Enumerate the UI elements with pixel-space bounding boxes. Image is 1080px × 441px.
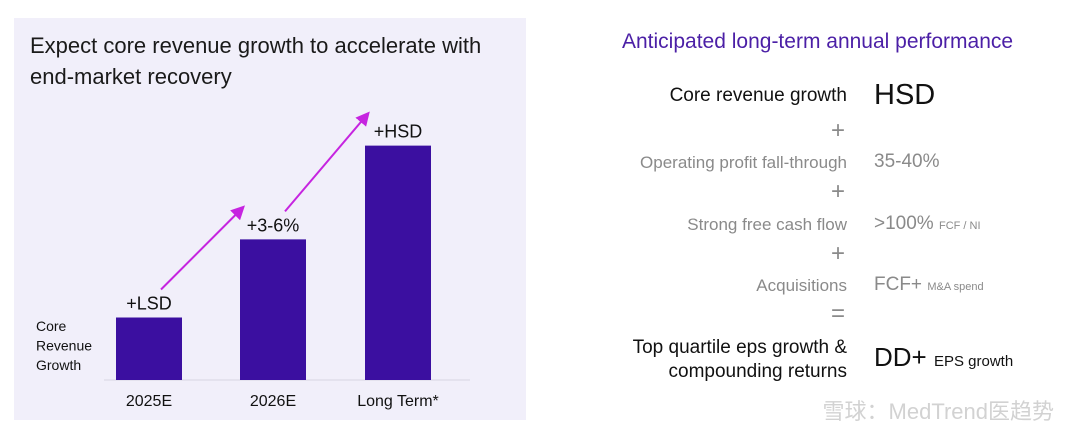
trend-arrow-2 [284,111,370,213]
chart-title: Expect core revenue growth to accelerate… [30,30,520,92]
data-label-3: +HSD [374,122,423,142]
row-label-operating-profit: Operating profit fall-through [640,153,847,172]
free-cash-flow-sub: FCF / NI [938,220,981,232]
row-label-acquisitions: Acquisitions [756,276,847,295]
bar-chart: +LSD 2025E +3-6% 2026E +HSD Long Term* Core Rev… [36,111,470,410]
top-quartile-line-2: compounding returns [668,361,848,382]
watermark: 雪球：MedTrend医趋势 [822,399,1054,424]
chart-title-line-1: Expect core revenue growth to accelerate… [30,33,482,58]
row-value-operating-profit: 35-40% [874,151,940,172]
row-label-top-quartile: Top quartile eps growth & compounding re… [633,336,847,384]
dd-plus-value: DD+ [874,342,927,372]
x-tick-label-2: 2026E [250,393,296,410]
row-value-core-revenue: HSD [874,79,936,111]
y-axis-label-line-3: Growth [36,357,81,373]
row-value-acquisitions: FCF+ M&A spend [874,274,984,296]
row-label-core-revenue: Core revenue growth [669,85,847,106]
row-value-free-cash-flow: >100% FCF / NI [874,213,981,235]
trend-arrow-1 [160,205,245,291]
bar-1 [116,317,182,380]
row-value-top-quartile: DD+ EPS growth [874,342,1013,373]
bar-2 [240,239,306,380]
chart-panel: Expect core revenue growth to accelerate… [14,18,526,420]
top-quartile-line-1: Top quartile eps growth & [632,337,847,358]
data-label-1: +LSD [126,294,172,314]
performance-title: Anticipated long-term annual performance [622,30,1014,53]
x-tick-label-3: Long Term* [357,393,439,410]
y-axis-label-line-1: Core [36,318,67,334]
y-axis-label-line-2: Revenue [36,338,92,354]
acquisitions-value: FCF+ [874,274,923,295]
bar-3 [365,145,431,380]
chart-title-line-2: end-market recovery [30,64,232,89]
eps-growth-sub: EPS growth [933,353,1014,370]
free-cash-flow-value: >100% [874,213,934,234]
x-tick-label-1: 2025E [126,393,172,410]
acquisitions-sub: M&A spend [927,281,984,293]
data-label-2: +3-6% [247,215,300,235]
row-label-free-cash-flow: Strong free cash flow [687,215,847,234]
